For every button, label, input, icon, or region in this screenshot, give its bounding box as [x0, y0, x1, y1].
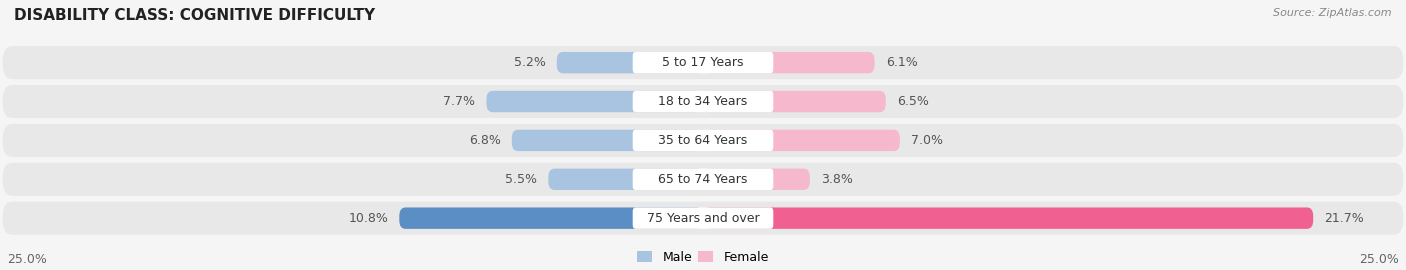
FancyBboxPatch shape — [703, 91, 886, 112]
FancyBboxPatch shape — [486, 91, 703, 112]
Text: DISABILITY CLASS: COGNITIVE DIFFICULTY: DISABILITY CLASS: COGNITIVE DIFFICULTY — [14, 8, 375, 23]
Text: 18 to 34 Years: 18 to 34 Years — [658, 95, 748, 108]
Text: 5.5%: 5.5% — [505, 173, 537, 186]
FancyBboxPatch shape — [703, 207, 1313, 229]
FancyBboxPatch shape — [3, 163, 1403, 196]
FancyBboxPatch shape — [3, 124, 1403, 157]
Text: 5 to 17 Years: 5 to 17 Years — [662, 56, 744, 69]
Text: 21.7%: 21.7% — [1324, 212, 1364, 225]
FancyBboxPatch shape — [557, 52, 703, 73]
FancyBboxPatch shape — [703, 52, 875, 73]
FancyBboxPatch shape — [548, 168, 703, 190]
Legend: Male, Female: Male, Female — [637, 251, 769, 264]
FancyBboxPatch shape — [512, 130, 703, 151]
Text: 5.2%: 5.2% — [513, 56, 546, 69]
Text: 6.1%: 6.1% — [886, 56, 918, 69]
FancyBboxPatch shape — [399, 207, 703, 229]
Text: 3.8%: 3.8% — [821, 173, 853, 186]
FancyBboxPatch shape — [633, 52, 773, 73]
Text: 35 to 64 Years: 35 to 64 Years — [658, 134, 748, 147]
Text: 6.8%: 6.8% — [468, 134, 501, 147]
Text: 65 to 74 Years: 65 to 74 Years — [658, 173, 748, 186]
FancyBboxPatch shape — [3, 46, 1403, 79]
Text: 25.0%: 25.0% — [1360, 253, 1399, 266]
Text: 7.0%: 7.0% — [911, 134, 943, 147]
Text: 75 Years and over: 75 Years and over — [647, 212, 759, 225]
FancyBboxPatch shape — [633, 91, 773, 112]
FancyBboxPatch shape — [3, 202, 1403, 235]
FancyBboxPatch shape — [703, 168, 810, 190]
Text: 6.5%: 6.5% — [897, 95, 929, 108]
Text: 7.7%: 7.7% — [443, 95, 475, 108]
Text: Source: ZipAtlas.com: Source: ZipAtlas.com — [1274, 8, 1392, 18]
Text: 25.0%: 25.0% — [7, 253, 46, 266]
FancyBboxPatch shape — [633, 207, 773, 229]
FancyBboxPatch shape — [3, 85, 1403, 118]
FancyBboxPatch shape — [703, 130, 900, 151]
FancyBboxPatch shape — [633, 168, 773, 190]
Text: 10.8%: 10.8% — [349, 212, 388, 225]
FancyBboxPatch shape — [633, 130, 773, 151]
